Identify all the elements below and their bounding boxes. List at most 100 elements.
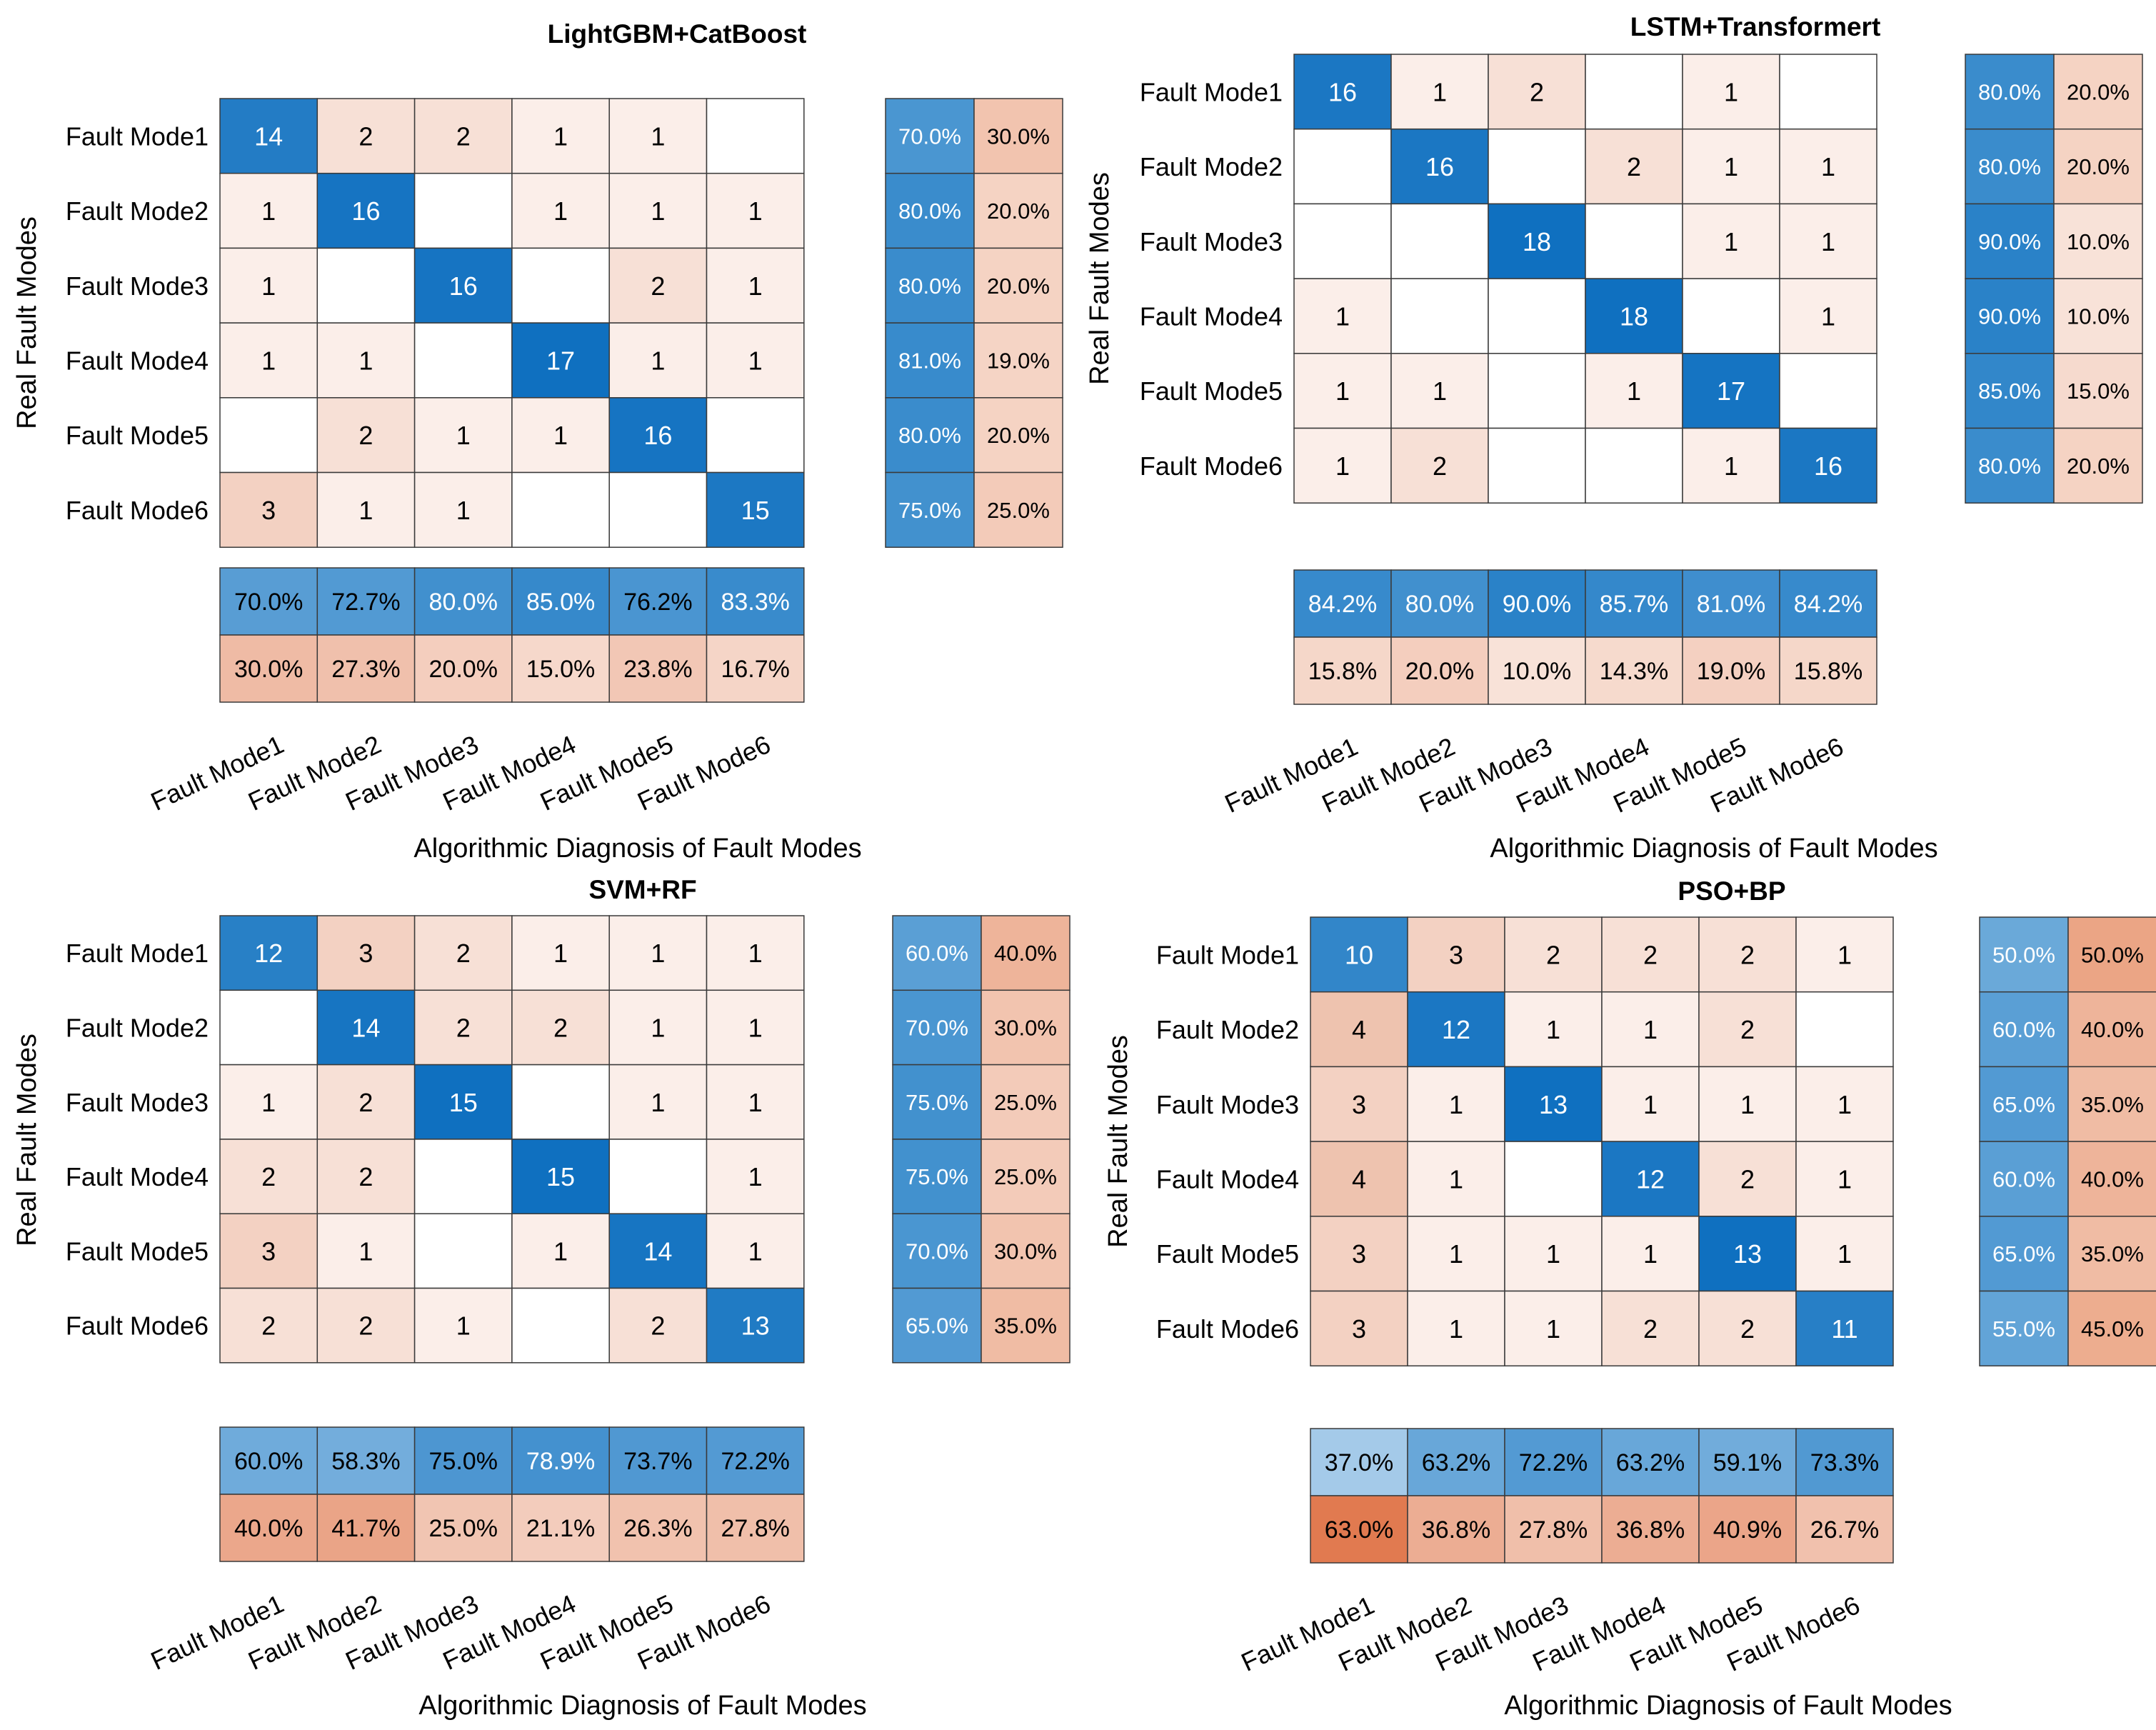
row-tick-label: Fault Mode4: [1140, 301, 1283, 331]
matrix-cell-value: 2: [1740, 1164, 1755, 1194]
matrix-cell-value: 17: [546, 346, 575, 375]
matrix-cell: [1795, 1066, 1894, 1142]
matrix-cell: [413, 247, 513, 324]
col-summary-error-cell: [1779, 636, 1877, 705]
matrix-cell-value: 1: [261, 196, 276, 226]
col-summary-correct-cell: [413, 1426, 513, 1495]
matrix-cell-value: 1: [1449, 1239, 1463, 1269]
row-summary-error-value: 40.0%: [994, 941, 1057, 966]
matrix-cell-value: 2: [359, 121, 373, 151]
col-summary-correct-cell: [1698, 1428, 1797, 1496]
col-summary-correct-cell: [316, 1426, 416, 1495]
matrix-cell: [1698, 991, 1797, 1068]
col-summary-error-value: 36.8%: [1422, 1516, 1490, 1544]
matrix-cell-value: 2: [261, 1311, 276, 1341]
matrix-cell-value: 1: [1724, 451, 1738, 481]
row-summary-correct-cell: [1965, 203, 2055, 279]
matrix-cell: [706, 172, 805, 249]
matrix-cell: [1585, 54, 1683, 130]
row-summary-error-cell: [2053, 427, 2143, 504]
row-summary-correct-value: 81.0%: [898, 348, 961, 373]
row-summary-error-cell: [2053, 203, 2143, 279]
col-summary-error-value: 25.0%: [429, 1515, 498, 1542]
col-summary-error-value: 27.8%: [1519, 1516, 1588, 1544]
matrix-cell: [511, 1213, 610, 1289]
matrix-cell: [413, 397, 513, 474]
matrix-cell: [316, 1064, 416, 1140]
matrix-cell: [316, 322, 416, 399]
matrix-cell: [706, 247, 805, 324]
row-tick-label: Fault Mode4: [66, 346, 209, 375]
col-summary-correct-value: 73.3%: [1810, 1449, 1879, 1476]
matrix-cell: [1488, 128, 1586, 205]
matrix-cell: [219, 397, 319, 474]
row-summary-error-value: 25.0%: [994, 1164, 1057, 1189]
matrix-cell: [316, 1287, 416, 1364]
matrix-cell-value: 1: [553, 196, 568, 226]
col-summary-error-value: 15.8%: [1794, 658, 1862, 685]
matrix-cell: [1795, 1216, 1894, 1292]
col-summary-correct-value: 81.0%: [1697, 591, 1765, 618]
row-summary-error-cell: [2067, 1290, 2156, 1366]
row-tick-label: Fault Mode6: [1156, 1314, 1299, 1344]
matrix-cell-value: 1: [1837, 1164, 1852, 1194]
row-summary-correct-value: 60.0%: [1992, 1017, 2055, 1042]
matrix-cell-value: 16: [449, 271, 478, 301]
row-summary-correct-value: 80.0%: [898, 274, 961, 299]
matrix-cell-value: 1: [1546, 1015, 1560, 1044]
row-tick-label: Fault Mode5: [1156, 1239, 1299, 1269]
row-summary-error-value: 30.0%: [987, 124, 1050, 149]
col-summary-correct-value: 80.0%: [1405, 591, 1474, 618]
col-summary-correct-value: 72.7%: [331, 589, 400, 616]
matrix-cell-value: 2: [456, 121, 471, 151]
matrix-cell: [316, 397, 416, 474]
matrix-cell: [1682, 278, 1780, 354]
col-summary-correct-cell: [1310, 1428, 1408, 1496]
matrix-cell-value: 3: [1352, 1314, 1366, 1344]
matrix-cell-value: 1: [1433, 376, 1447, 406]
matrix-cell: [608, 915, 708, 991]
row-summary-correct-value: 60.0%: [906, 941, 968, 966]
matrix-cell-value: 1: [359, 346, 373, 375]
matrix-cell-value: 1: [1335, 301, 1350, 331]
col-summary-correct-value: 58.3%: [331, 1448, 400, 1475]
row-tick-label: Fault Mode1: [66, 121, 209, 151]
col-summary-correct-cell: [1488, 569, 1586, 638]
col-summary-error-value: 10.0%: [1503, 658, 1571, 685]
matrix-cell-value: 12: [254, 939, 283, 968]
col-summary-correct-cell: [608, 1426, 708, 1495]
matrix-cell-value: 1: [1546, 1314, 1560, 1344]
matrix-cell: [1682, 427, 1780, 504]
matrix-cell: [1407, 1066, 1505, 1142]
matrix-cell: [316, 471, 416, 548]
matrix-cell-value: 3: [1352, 1090, 1366, 1119]
matrix-cell-value: 1: [553, 121, 568, 151]
row-summary-error-value: 25.0%: [987, 498, 1050, 523]
matrix-cell: [1795, 916, 1894, 993]
matrix-cell: [511, 98, 610, 174]
col-summary-error-cell: [706, 1494, 805, 1562]
matrix-cell-value: 15: [449, 1088, 478, 1117]
col-summary-correct-cell: [511, 1426, 610, 1495]
x-axis-label: Algorithmic Diagnosis of Fault Modes: [418, 1691, 866, 1721]
matrix-cell-value: 2: [456, 939, 471, 968]
row-summary-error-value: 40.0%: [2081, 1017, 2144, 1042]
row-tick-label: Fault Mode4: [66, 1162, 209, 1191]
col-summary-error-cell: [316, 634, 416, 703]
row-summary-error-value: 30.0%: [994, 1015, 1057, 1040]
row-tick-label: Fault Mode5: [66, 1236, 209, 1266]
row-summary-error-value: 20.0%: [2067, 79, 2130, 104]
row-summary-error-cell: [981, 1139, 1071, 1214]
row-tick-label: Fault Mode4: [1156, 1164, 1299, 1194]
matrix-cell: [706, 989, 805, 1066]
matrix-cell: [1293, 203, 1392, 279]
matrix-cell-value: 2: [1740, 1015, 1755, 1044]
chart-panel-1: LightGBM+CatBoost Real Fault Modes Algorit…: [12, 19, 1063, 864]
matrix-cell-value: 1: [1837, 940, 1852, 969]
col-summary-error-value: 15.0%: [526, 656, 595, 683]
col-summary-correct-value: 84.2%: [1794, 591, 1862, 618]
col-summary-correct-cell: [1407, 1428, 1505, 1496]
col-summary-error-value: 21.1%: [526, 1515, 595, 1542]
col-summary-correct-value: 63.2%: [1616, 1449, 1685, 1476]
col-summary-error-cell: [608, 1494, 708, 1562]
